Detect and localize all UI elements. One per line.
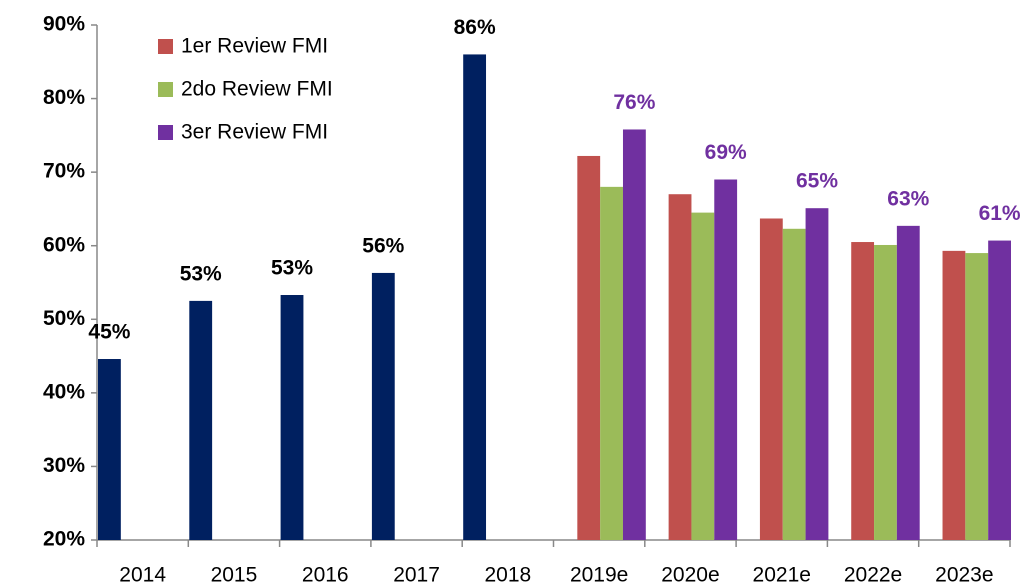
data-label: 53% xyxy=(180,262,222,285)
data-label: 65% xyxy=(796,170,838,193)
x-tick-label: 2015 xyxy=(211,564,258,587)
x-tick-label: 2023e xyxy=(935,564,993,587)
y-tick-label: 70% xyxy=(43,160,85,183)
legend-swatch xyxy=(158,82,173,97)
bar xyxy=(851,242,875,541)
legend-swatch xyxy=(158,125,173,140)
data-label: 76% xyxy=(613,91,655,114)
data-label: 86% xyxy=(454,16,496,39)
x-tick-label: 2018 xyxy=(484,564,531,587)
bar xyxy=(668,194,692,540)
y-tick-label: 30% xyxy=(43,454,85,477)
y-tick-label: 90% xyxy=(43,13,85,36)
bar xyxy=(189,300,213,540)
x-tick-label: 2019e xyxy=(570,564,628,587)
bar xyxy=(874,244,897,540)
bar xyxy=(371,272,395,540)
bar xyxy=(691,212,715,540)
bar xyxy=(600,186,623,540)
data-label: 63% xyxy=(887,187,929,210)
legend-label: 2do Review FMI xyxy=(181,78,333,101)
data-label: 53% xyxy=(271,257,313,280)
legend-label: 3er Review FMI xyxy=(181,121,328,144)
y-tick-label: 40% xyxy=(43,380,85,403)
data-label: 69% xyxy=(705,141,747,164)
legend-label: 1er Review FMI xyxy=(181,35,328,58)
x-tick-label: 2016 xyxy=(302,564,349,587)
bar xyxy=(805,208,829,540)
bar xyxy=(896,225,920,540)
bar xyxy=(98,359,121,540)
bar xyxy=(280,295,304,540)
legend-swatch xyxy=(158,39,173,54)
y-tick-label: 50% xyxy=(43,307,85,330)
bar xyxy=(714,179,738,540)
bar xyxy=(942,250,966,540)
bar xyxy=(782,228,806,541)
bar xyxy=(965,253,989,541)
x-tick-label: 2020e xyxy=(661,564,719,587)
bar xyxy=(988,240,1011,541)
y-tick-label: 60% xyxy=(43,233,85,256)
bar xyxy=(622,129,646,540)
bar xyxy=(759,218,783,540)
x-tick-label: 2014 xyxy=(119,564,166,587)
data-label: 56% xyxy=(362,234,404,257)
y-tick-label: 80% xyxy=(43,86,85,109)
x-tick-label: 2017 xyxy=(393,564,440,587)
data-label: 45% xyxy=(88,321,130,344)
y-tick-label: 20% xyxy=(43,528,85,551)
x-tick-label: 2022e xyxy=(844,564,902,587)
bar xyxy=(463,54,487,541)
x-tick-label: 2021e xyxy=(753,564,811,587)
bar xyxy=(577,155,601,540)
data-label: 61% xyxy=(979,202,1021,225)
